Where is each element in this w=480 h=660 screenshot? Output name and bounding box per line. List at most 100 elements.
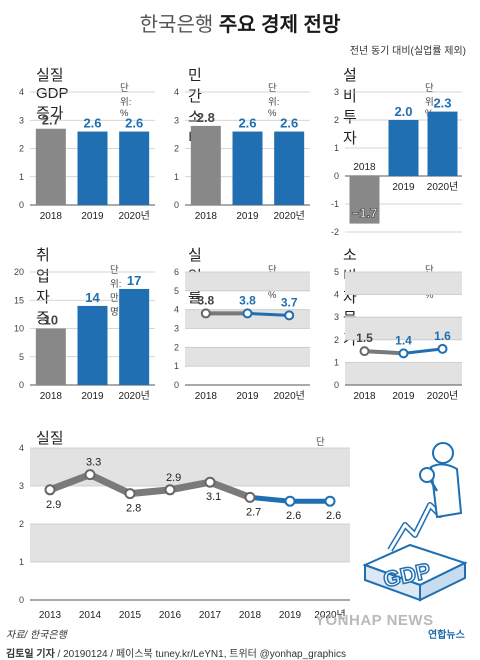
y-tick-label: -2 [331,227,339,237]
chart-unit-4: 단위: 만 명 [110,265,122,318]
x-tick-label: 2019 [392,182,415,193]
data-label: 2.0 [394,104,412,119]
magnifier-icon [419,467,435,483]
series-line-actual [48,471,252,501]
data-label: 2.9 [46,499,61,511]
data-point [44,484,56,496]
chart-3: -2 -1 0 1 2 3 2018 2019 2020년 −1.7 2.0 2.3 [331,87,462,237]
chart-5: 0 1 2 3 4 5 6 2018 2019 2020년 3.8 3.8 3.7 [174,267,310,402]
title-part2: 주요 경제 전망 [218,14,341,36]
bar [77,305,108,385]
y-tick-label: 2 [334,115,339,125]
data-label: 3.8 [197,293,214,307]
y-tick-label: 1 [19,557,24,567]
credit-line: 김토일 기자 / 20190124 / 페이스북 tuney.kr/LeYN1,… [6,645,346,660]
data-label: 1.4 [395,333,412,347]
data-label: 2.6 [125,116,143,131]
bar [77,131,108,205]
data-point [359,346,370,357]
grid-band [345,272,462,295]
y-tick-label: 15 [14,295,24,305]
y-tick-label: 5 [174,286,179,296]
x-tick-label: 2019 [236,391,259,402]
data-label: 3.1 [206,491,221,503]
y-tick-label: 0 [334,171,339,181]
x-tick-label: 2018 [353,162,376,173]
person-head-icon [432,442,454,464]
y-tick-label: 0 [174,200,179,210]
data-label: 3.7 [281,295,298,309]
data-label: 3.3 [86,457,101,469]
data-point [284,495,296,507]
y-tick-label: 1 [19,172,24,182]
x-tick-label: 2020년 [273,210,304,222]
data-label: 2.3 [433,96,451,111]
data-point [244,491,256,503]
y-tick-label: 2 [19,519,24,529]
y-tick-label: 0 [334,380,339,390]
data-label: 17 [127,273,141,288]
y-tick-label: -1 [331,199,339,209]
reporter: 김토일 기자 [6,649,55,660]
data-label: 2.6 [326,510,341,522]
x-tick-label: 2018 [353,391,376,402]
chart-4: 0 5 10 15 20 2018 2019 2020년 10 14 17 [14,267,155,402]
y-tick-label: 3 [174,115,179,125]
data-label: 2.9 [166,472,181,484]
bar [388,120,419,176]
data-point [200,308,211,319]
gdp-base-front [419,561,466,602]
y-tick-label: 3 [334,87,339,97]
chart-1: 0 1 2 3 4 2018 2019 2020년 2.7 2.6 2.6 [19,87,155,222]
y-tick-label: 1 [334,357,339,367]
data-point [242,308,253,319]
data-label: −1.7 [352,206,378,221]
chart-unit-2: 단위: % [268,83,280,119]
x-tick-label: 2020년 [314,609,345,621]
y-tick-label: 2 [19,144,24,154]
y-tick-label: 1 [334,143,339,153]
title-part1: 한국은행 [139,14,214,36]
bar [35,328,66,385]
y-tick-label: 4 [19,87,24,97]
x-tick-label: 2020년 [118,390,149,402]
y-tick-label: 4 [19,443,24,453]
x-tick-label: 2018 [40,391,63,402]
x-tick-label: 2018 [239,610,262,621]
bar [427,111,458,176]
y-tick-label: 4 [174,305,179,315]
y-tick-label: 0 [174,380,179,390]
x-tick-label: 2019 [392,391,415,402]
grid-band [185,347,310,367]
bar [35,128,66,205]
x-tick-label: 2013 [39,610,62,621]
data-label: 2.8 [197,110,215,125]
x-tick-label: 2020년 [118,210,149,222]
x-tick-label: 2019 [236,211,259,222]
data-point [437,343,448,354]
data-point [324,495,336,507]
bar [349,176,380,224]
y-tick-label: 0 [19,200,24,210]
data-point [284,310,295,321]
y-tick-label: 20 [14,267,24,277]
chart-2: 0 1 2 3 4 2018 2019 2020년 2.8 2.6 2.6 [174,87,310,222]
data-label: 2.6 [238,116,256,131]
y-tick-label: 1 [174,172,179,182]
y-tick-label: 3 [334,312,339,322]
data-point [124,488,136,500]
x-tick-label: 2014 [79,610,102,621]
x-tick-label: 2020년 [427,390,458,402]
y-tick-label: 3 [19,481,24,491]
gdp-growth-illustration: GDP [362,442,468,602]
data-label: 2.6 [280,116,298,131]
x-tick-label: 2018 [40,211,63,222]
data-label: 14 [85,290,100,305]
y-tick-label: 2 [174,144,179,154]
x-tick-label: 2015 [119,610,142,621]
person-body-icon [429,463,463,519]
data-label: 2.6 [83,116,101,131]
y-tick-label: 4 [334,290,339,300]
grid-band [30,524,350,562]
data-label: 2.7 [42,113,60,128]
